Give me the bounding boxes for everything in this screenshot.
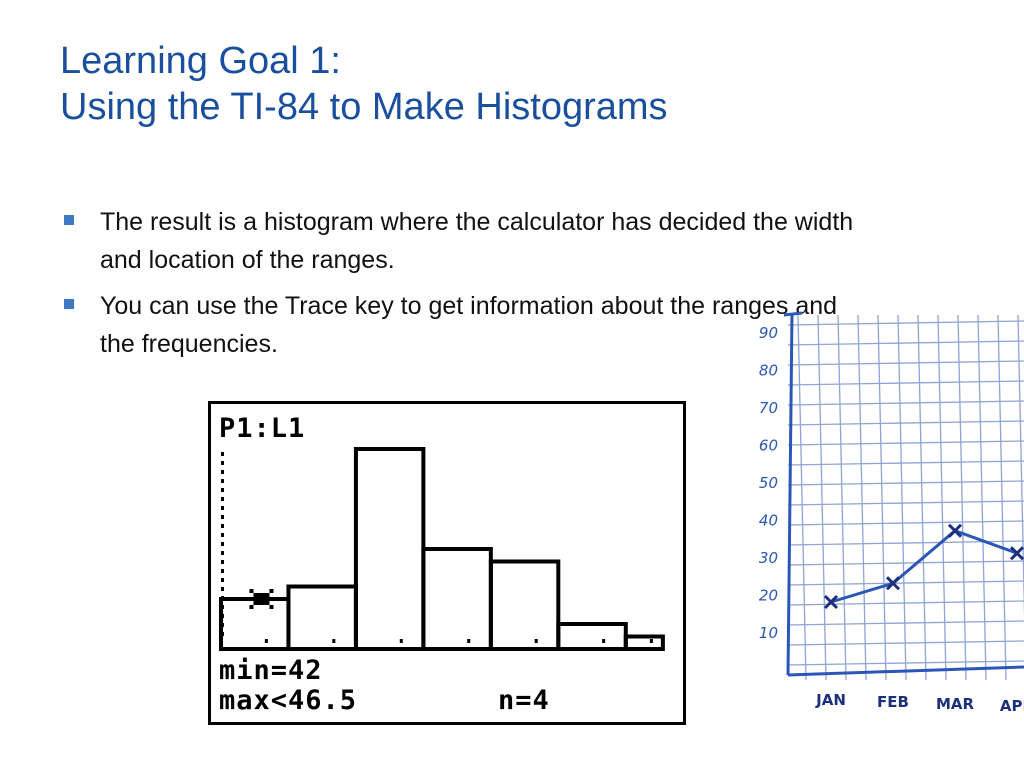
grid-line-vertical (877, 314, 887, 681)
histogram-bar (421, 547, 493, 651)
title-line-2: Using the TI-84 to Make Histograms (60, 86, 668, 128)
data-point-marker (885, 576, 901, 591)
grid-line-vertical (817, 314, 827, 681)
series-line (830, 529, 1018, 604)
trace-cursor-icon (249, 589, 274, 609)
axis-dot (221, 569, 224, 573)
axis-dot (221, 497, 224, 501)
grid-line-vertical (857, 314, 867, 681)
grid-line-horizontal (787, 640, 1024, 646)
grid-line-horizontal (787, 500, 1024, 506)
y-tick-label: 60 (759, 437, 778, 455)
axis-dot (221, 587, 224, 591)
axis-dot (221, 578, 224, 582)
bullet-item: The result is a histogram where the calc… (62, 203, 862, 279)
y-tick-label: 20 (759, 587, 778, 605)
grid-line-vertical (897, 314, 907, 681)
x-axis (787, 665, 1024, 677)
x-category-label: MAR (936, 695, 975, 713)
x-category-label: FEB (877, 693, 909, 711)
grid-line-vertical (797, 314, 807, 681)
y-axis (786, 312, 794, 676)
x-tick-dot (649, 639, 653, 643)
grid-line-horizontal (787, 440, 1024, 446)
slide-title: Learning Goal 1: Using the TI-84 to Make… (60, 38, 668, 130)
histogram-bar (286, 584, 358, 651)
x-category-label: JAN (815, 691, 846, 709)
trace-count-label: n=4 (498, 685, 550, 716)
y-tick-label: 70 (759, 399, 778, 417)
x-tick-dot (602, 639, 606, 643)
bullet-text: You can use the Trace key to get informa… (100, 292, 838, 358)
grid-line-horizontal (787, 600, 1024, 606)
axis-dot (221, 461, 224, 465)
axis-dot (221, 551, 224, 555)
histogram-bar (488, 559, 561, 651)
axis-dot (221, 533, 224, 537)
histogram-bar (623, 634, 665, 651)
grid-line-vertical (997, 314, 1007, 681)
axis-dot (221, 470, 224, 474)
trace-max-label: max<46.5 (219, 685, 358, 716)
ti84-screen: P1:L1 min=42 max<46.5 n=4 (208, 401, 686, 725)
grid-line-horizontal (787, 340, 1024, 346)
y-tick-label: 90 (759, 324, 778, 342)
plot-label: P1:L1 (219, 413, 306, 444)
axis-dot (221, 515, 224, 519)
histogram-bar (556, 622, 628, 651)
y-tick-label: 40 (759, 512, 778, 530)
axis-dot (221, 506, 224, 510)
grid-line-horizontal (787, 580, 1024, 586)
bullet-list: The result is a histogram where the calc… (62, 203, 862, 371)
trace-min-label: min=42 (219, 655, 323, 686)
x-category-label: APR (1000, 697, 1024, 715)
grid-line-vertical (977, 314, 987, 681)
axis-dot (221, 488, 224, 492)
grid-line-horizontal (787, 560, 1024, 566)
x-tick-dot (534, 639, 538, 643)
y-tick-label: 80 (759, 362, 778, 380)
grid-line-horizontal (787, 400, 1024, 406)
histogram-bar (219, 597, 291, 651)
grid-line-horizontal (787, 360, 1024, 366)
hand-drawn-line-chart: 10 20 30 40 50 60 70 80 90 JAN FEB MAR APR (730, 255, 1024, 768)
square-bullet-icon (64, 299, 74, 309)
axis-dot (221, 452, 224, 456)
grid-line-vertical (837, 314, 847, 681)
axis-dot (221, 560, 224, 564)
grid-line-horizontal (787, 480, 1024, 486)
y-tick-label: 10 (759, 624, 778, 642)
line-chart-svg: 10 20 30 40 50 60 70 80 90 JAN FEB MAR APR (759, 311, 1024, 715)
axis-dot (221, 524, 224, 528)
histogram-plot (219, 447, 665, 651)
grid-line-horizontal (787, 320, 1024, 326)
grid-line-horizontal (787, 420, 1024, 426)
grid-line-horizontal (787, 620, 1024, 626)
bullet-item: You can use the Trace key to get informa… (62, 287, 862, 363)
histogram-bar (353, 447, 426, 651)
x-tick-dot (332, 639, 336, 643)
grid-line-horizontal (787, 380, 1024, 386)
data-point-marker (947, 523, 963, 538)
grid-line-horizontal (787, 660, 1024, 666)
x-tick-dot (467, 639, 471, 643)
bullet-text: The result is a histogram where the calc… (100, 208, 854, 274)
axis-dot (221, 479, 224, 483)
grid-line-vertical (1017, 314, 1024, 619)
grid-line-vertical (917, 314, 927, 681)
y-axis-cap (783, 311, 803, 317)
y-tick-label: 50 (759, 474, 778, 492)
grid-line-horizontal (787, 460, 1024, 466)
grid-line-horizontal (787, 520, 1024, 526)
axis-dot (221, 542, 224, 546)
y-tick-label: 30 (759, 549, 778, 567)
grid-line-vertical (957, 314, 967, 681)
x-tick-dot (264, 639, 268, 643)
title-line-1: Learning Goal 1: (60, 40, 341, 82)
grid-line-vertical (937, 314, 947, 681)
square-bullet-icon (64, 215, 74, 225)
data-point-marker (1009, 546, 1024, 561)
data-point-marker (823, 594, 839, 610)
x-tick-dot (399, 639, 403, 643)
